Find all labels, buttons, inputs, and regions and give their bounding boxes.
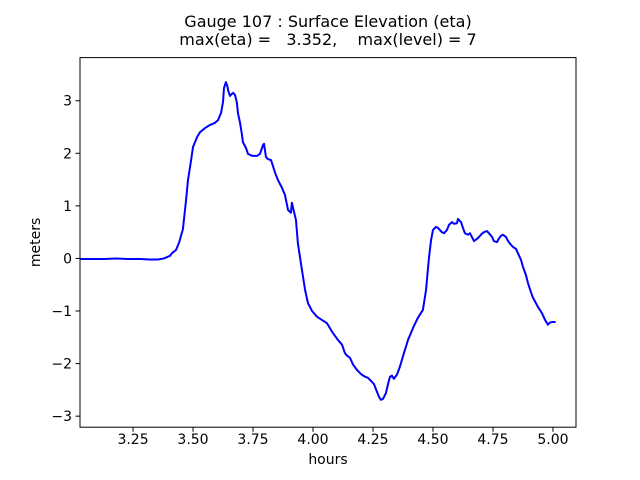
x-tick-label: 4.25 (357, 432, 388, 448)
x-tick-label: 3.25 (117, 432, 148, 448)
y-tick-label: −1 (51, 304, 72, 320)
x-tick-label: 5.00 (537, 432, 568, 448)
plot-border (79, 57, 577, 428)
y-tick-label: −2 (51, 357, 72, 373)
x-tick-label: 4.75 (477, 432, 508, 448)
chart-title: Gauge 107 : Surface Elevation (eta) (184, 12, 472, 31)
y-tick-label: 1 (63, 199, 72, 215)
x-axis-label: hours (308, 452, 347, 468)
x-tick-label: 4.00 (297, 432, 328, 448)
y-tick-label: 0 (63, 251, 72, 267)
y-tick-label: 3 (63, 94, 72, 110)
y-tick-label: −3 (51, 409, 72, 425)
x-tick-label: 4.50 (417, 432, 448, 448)
y-axis-label: meters (28, 218, 44, 267)
x-tick-label: 3.75 (237, 432, 268, 448)
eta-line-series (79, 81, 556, 401)
chart-subtitle: max(eta) = 3.352, max(level) = 7 (179, 30, 477, 49)
x-tick-label: 3.50 (177, 432, 208, 448)
y-tick-label: 2 (63, 146, 72, 162)
